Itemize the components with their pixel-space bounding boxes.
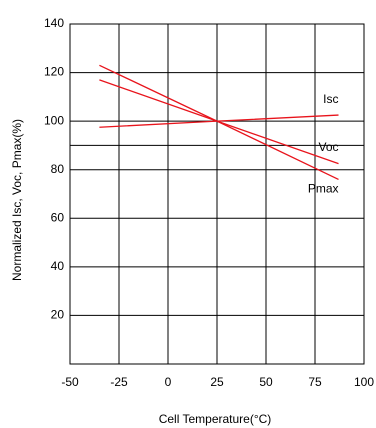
y-tick-label: 100 [44, 113, 64, 127]
x-tick-label: 25 [210, 375, 224, 389]
x-tick-label: 100 [354, 375, 374, 389]
y-tick-label: 80 [51, 162, 65, 176]
series-label: Pmax [308, 182, 339, 196]
series-label: Isc [323, 92, 338, 106]
y-tick-label: 140 [44, 16, 64, 30]
y-tick-label: 40 [51, 259, 65, 273]
y-axis-label: Normalized Isc, Voc, Pmax(%) [10, 119, 24, 281]
y-tick-label: 120 [44, 65, 64, 79]
y-tick-label: 20 [51, 308, 65, 322]
x-tick-label: 75 [308, 375, 322, 389]
x-tick-label: -25 [110, 375, 128, 389]
series-label: Voc [319, 140, 339, 154]
x-tick-label: 50 [259, 375, 273, 389]
x-tick-label: -50 [61, 375, 79, 389]
x-tick-label: 0 [165, 375, 172, 389]
series-line [99, 64, 339, 181]
y-tick-label: 60 [51, 210, 65, 224]
x-axis-label: Cell Temperature(°C) [159, 412, 272, 426]
